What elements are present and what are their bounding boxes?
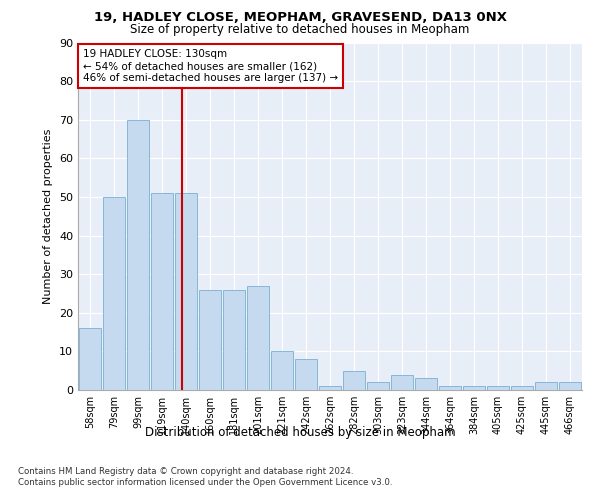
Bar [463,386,485,390]
Bar [175,193,197,390]
Text: Size of property relative to detached houses in Meopham: Size of property relative to detached ho… [130,22,470,36]
Bar [415,378,437,390]
Bar [391,374,413,390]
Bar [367,382,389,390]
Bar [535,382,557,390]
Bar [247,286,269,390]
Y-axis label: Number of detached properties: Number of detached properties [43,128,53,304]
Bar [511,386,533,390]
Text: 19 HADLEY CLOSE: 130sqm
← 54% of detached houses are smaller (162)
46% of semi-d: 19 HADLEY CLOSE: 130sqm ← 54% of detache… [83,50,338,82]
Bar [199,290,221,390]
Bar [127,120,149,390]
Text: Distribution of detached houses by size in Meopham: Distribution of detached houses by size … [145,426,455,439]
Bar [343,370,365,390]
Bar [559,382,581,390]
Bar [439,386,461,390]
Text: 19, HADLEY CLOSE, MEOPHAM, GRAVESEND, DA13 0NX: 19, HADLEY CLOSE, MEOPHAM, GRAVESEND, DA… [94,11,506,24]
Text: Contains HM Land Registry data © Crown copyright and database right 2024.
Contai: Contains HM Land Registry data © Crown c… [18,468,392,487]
Bar [295,359,317,390]
Bar [271,352,293,390]
Bar [103,197,125,390]
Bar [487,386,509,390]
Bar [79,328,101,390]
Bar [151,193,173,390]
Bar [319,386,341,390]
Bar [223,290,245,390]
